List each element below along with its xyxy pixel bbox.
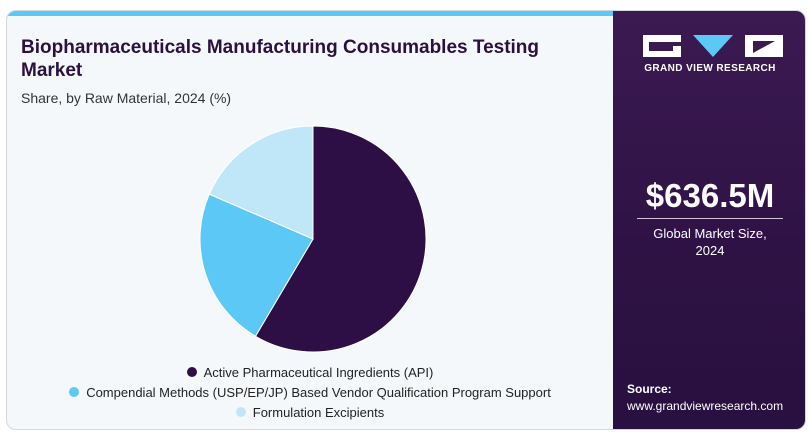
pie-slice-1 — [254, 125, 427, 353]
source-url: www.grandviewresearch.com — [627, 399, 784, 413]
source-label: Source: — [627, 382, 672, 396]
chart-card: Biopharmaceuticals Manufacturing Consuma… — [6, 10, 806, 430]
chart-title: Biopharmaceuticals Manufacturing Consuma… — [21, 37, 540, 81]
accent-bar — [7, 11, 613, 16]
chart-subtitle: Share, by Raw Material, 2024 (%) — [21, 90, 232, 106]
grand-view-research-logo — [643, 35, 783, 57]
chart-panel: Biopharmaceuticals Manufacturing Consuma… — [7, 11, 613, 429]
pie-chart — [199, 125, 427, 353]
divider — [637, 218, 783, 219]
legend-swatch — [69, 387, 80, 397]
legend-swatch — [235, 407, 246, 417]
market-size-label: Global Market Size, 2024 — [613, 225, 805, 259]
market-size-label-line2: 2024 — [695, 243, 725, 258]
market-size-label-line1: Global Market Size, — [653, 226, 767, 241]
pie-slice-2 — [199, 193, 314, 337]
market-size-value: $636.5M — [645, 177, 775, 214]
legend-item: Active Pharmaceutical Ingredients (API) — [7, 362, 613, 382]
legend-label: Formulation Excipients — [252, 404, 385, 420]
legend-label: Compendial Methods (USP/EP/JP) Based Ven… — [86, 384, 551, 400]
legend-item: Compendial Methods (USP/EP/JP) Based Ven… — [7, 382, 613, 402]
summary-sidebar: GRAND VIEW RESEARCH $636.5M Global Marke… — [613, 11, 805, 429]
legend-item: Formulation Excipients — [7, 402, 613, 422]
chart-legend: Active Pharmaceutical Ingredients (API) C… — [7, 362, 613, 422]
pie-slice-3 — [208, 125, 314, 240]
brand-name: GRAND VIEW RESEARCH — [644, 63, 776, 74]
legend-label: Active Pharmaceutical Ingredients (API) — [203, 364, 434, 380]
legend-swatch — [186, 367, 197, 377]
